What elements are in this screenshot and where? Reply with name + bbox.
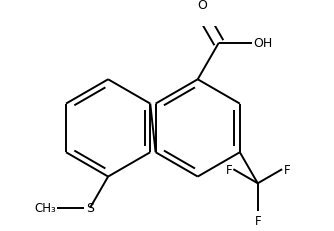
Text: F: F (255, 214, 261, 227)
Text: OH: OH (254, 37, 273, 50)
Text: O: O (197, 0, 207, 12)
Text: F: F (225, 163, 232, 176)
Text: F: F (284, 163, 290, 176)
Text: CH₃: CH₃ (34, 201, 56, 214)
Text: S: S (86, 201, 94, 214)
